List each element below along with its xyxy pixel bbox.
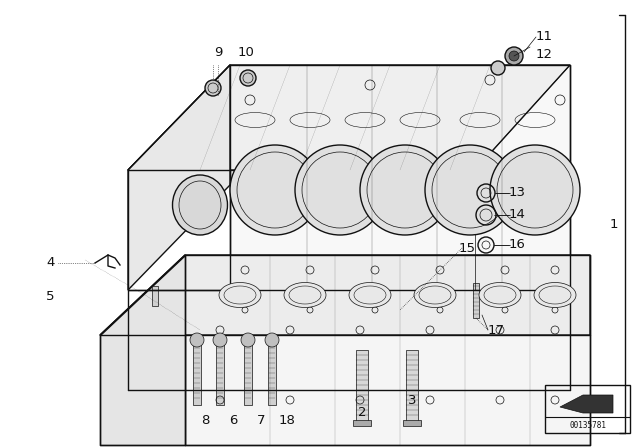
Ellipse shape	[349, 283, 391, 307]
FancyBboxPatch shape	[406, 350, 418, 422]
Polygon shape	[100, 255, 590, 335]
FancyBboxPatch shape	[353, 420, 371, 426]
Circle shape	[425, 145, 515, 235]
Circle shape	[213, 333, 227, 347]
Text: 12: 12	[536, 48, 553, 61]
Polygon shape	[185, 255, 590, 445]
FancyBboxPatch shape	[216, 340, 224, 405]
FancyBboxPatch shape	[193, 340, 201, 405]
Text: 2: 2	[358, 405, 366, 418]
Circle shape	[360, 145, 450, 235]
Text: 16: 16	[509, 238, 526, 251]
FancyBboxPatch shape	[244, 340, 252, 405]
FancyBboxPatch shape	[268, 340, 276, 405]
Text: 10: 10	[237, 47, 255, 60]
Polygon shape	[230, 65, 570, 290]
Circle shape	[295, 145, 385, 235]
FancyBboxPatch shape	[152, 286, 158, 306]
Text: 6: 6	[229, 414, 237, 426]
Ellipse shape	[284, 283, 326, 307]
Text: 4: 4	[46, 257, 54, 270]
Text: 15: 15	[459, 241, 476, 254]
Polygon shape	[128, 65, 570, 170]
Circle shape	[240, 70, 256, 86]
Ellipse shape	[173, 175, 227, 235]
Circle shape	[190, 333, 204, 347]
Ellipse shape	[219, 283, 261, 307]
Text: 3: 3	[408, 393, 416, 406]
Text: 1: 1	[610, 217, 618, 231]
Circle shape	[230, 145, 320, 235]
Text: 8: 8	[201, 414, 209, 426]
Circle shape	[205, 80, 221, 96]
Text: 9: 9	[214, 47, 222, 60]
Polygon shape	[560, 395, 613, 413]
Text: 13: 13	[509, 186, 526, 199]
Text: 5: 5	[46, 289, 54, 302]
Ellipse shape	[479, 283, 521, 307]
Circle shape	[241, 333, 255, 347]
Ellipse shape	[414, 283, 456, 307]
Circle shape	[490, 145, 580, 235]
Circle shape	[509, 51, 519, 61]
Text: 14: 14	[509, 208, 526, 221]
Polygon shape	[100, 255, 185, 445]
Polygon shape	[128, 65, 230, 290]
FancyBboxPatch shape	[473, 283, 479, 318]
Text: 18: 18	[278, 414, 296, 426]
Circle shape	[505, 47, 523, 65]
Text: 00135781: 00135781	[569, 422, 606, 431]
Text: 17: 17	[488, 323, 505, 336]
Circle shape	[265, 333, 279, 347]
Ellipse shape	[534, 283, 576, 307]
FancyBboxPatch shape	[356, 350, 368, 422]
FancyBboxPatch shape	[403, 420, 421, 426]
Text: 7: 7	[257, 414, 265, 426]
Circle shape	[491, 61, 505, 75]
Text: 11: 11	[536, 30, 553, 43]
